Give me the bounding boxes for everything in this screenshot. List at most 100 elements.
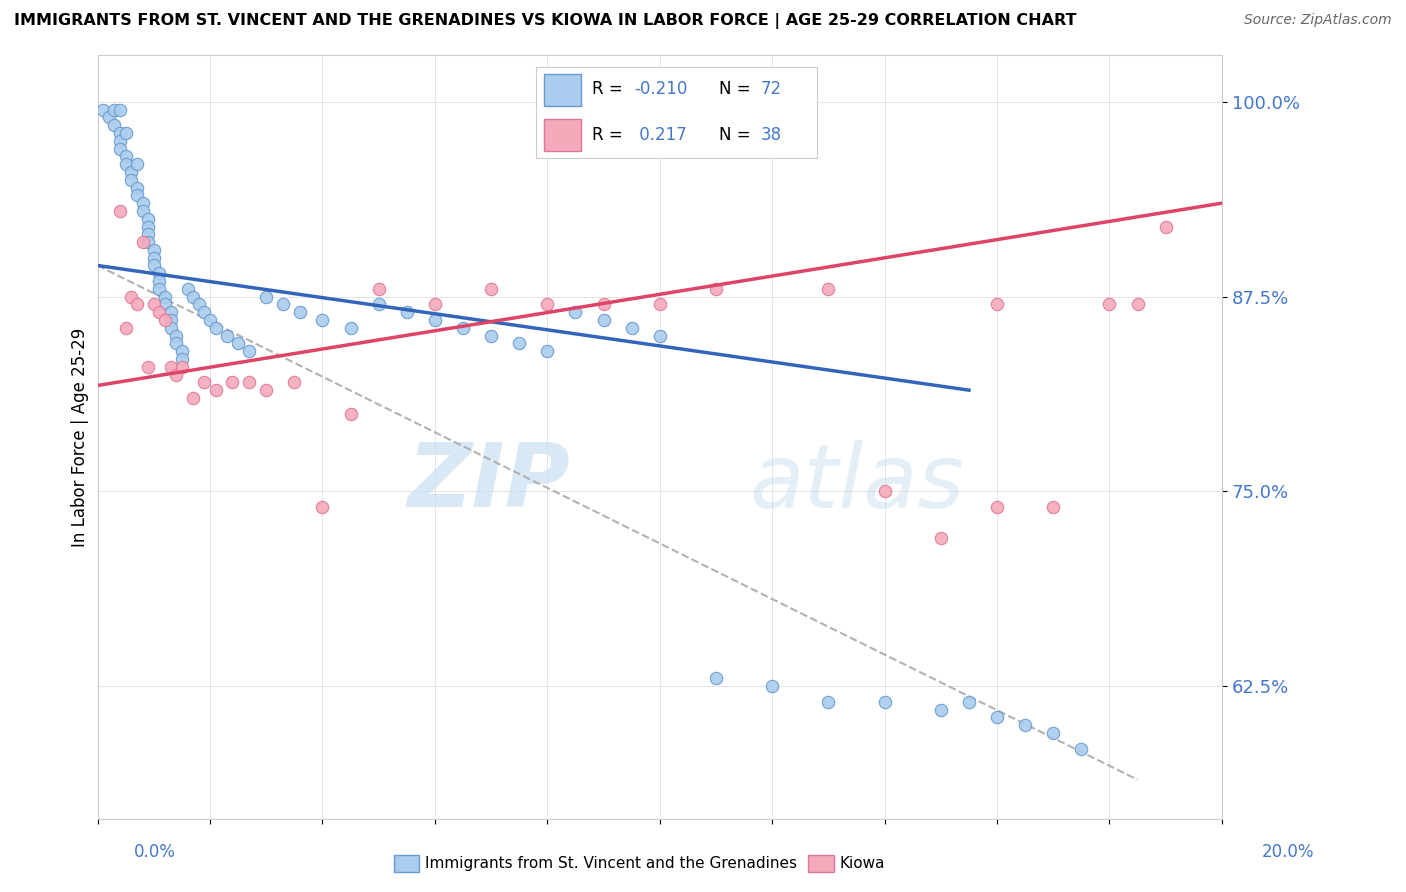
Point xyxy=(153,297,176,311)
Point xyxy=(176,282,198,296)
Point xyxy=(108,103,131,117)
Text: 0.0%: 0.0% xyxy=(134,843,176,861)
Point xyxy=(114,126,136,140)
Text: 20.0%: 20.0% xyxy=(1263,843,1315,861)
Point xyxy=(592,297,614,311)
Point xyxy=(120,165,142,179)
Point xyxy=(929,531,952,545)
Point xyxy=(254,383,277,397)
Point xyxy=(311,313,333,327)
Point xyxy=(125,180,148,194)
Point xyxy=(271,297,294,311)
Point xyxy=(873,484,896,499)
Point xyxy=(170,351,193,366)
Point xyxy=(1042,726,1064,740)
Point xyxy=(148,305,170,319)
Text: ZIP: ZIP xyxy=(406,439,569,526)
Point xyxy=(817,282,839,296)
Point xyxy=(159,313,181,327)
Point xyxy=(120,173,142,187)
Point xyxy=(238,376,260,390)
Point xyxy=(592,313,614,327)
Point xyxy=(91,103,114,117)
Point xyxy=(648,297,671,311)
Point xyxy=(170,344,193,359)
Point xyxy=(1070,741,1092,756)
Point xyxy=(536,344,558,359)
Point xyxy=(451,321,474,335)
Point xyxy=(986,297,1008,311)
Point xyxy=(159,359,181,374)
Point xyxy=(108,134,131,148)
Point xyxy=(367,282,389,296)
Point xyxy=(204,383,226,397)
Point xyxy=(193,376,215,390)
Point xyxy=(142,243,165,257)
Point xyxy=(165,336,187,351)
Y-axis label: In Labor Force | Age 25-29: In Labor Force | Age 25-29 xyxy=(72,327,89,547)
Point xyxy=(131,235,153,249)
Point xyxy=(648,328,671,343)
Point xyxy=(221,376,243,390)
Point xyxy=(873,695,896,709)
Point xyxy=(508,336,530,351)
Point xyxy=(136,359,159,374)
Point xyxy=(564,305,586,319)
Point xyxy=(1098,297,1121,311)
Point xyxy=(108,142,131,156)
Point xyxy=(817,695,839,709)
Point xyxy=(1126,297,1149,311)
Point xyxy=(339,407,361,421)
Point xyxy=(957,695,980,709)
Point xyxy=(103,118,125,132)
Point xyxy=(153,290,176,304)
Point xyxy=(148,274,170,288)
Point xyxy=(1154,219,1177,234)
Point xyxy=(108,126,131,140)
Point xyxy=(170,359,193,374)
Text: IMMIGRANTS FROM ST. VINCENT AND THE GRENADINES VS KIOWA IN LABOR FORCE | AGE 25-: IMMIGRANTS FROM ST. VINCENT AND THE GREN… xyxy=(14,13,1077,29)
Point xyxy=(367,297,389,311)
Text: atlas: atlas xyxy=(749,440,965,525)
Point xyxy=(159,305,181,319)
Point xyxy=(1014,718,1036,732)
Point xyxy=(103,103,125,117)
Point xyxy=(131,203,153,218)
Point xyxy=(142,259,165,273)
Point xyxy=(986,500,1008,514)
Point xyxy=(986,710,1008,724)
Point xyxy=(125,157,148,171)
Point xyxy=(193,305,215,319)
Point xyxy=(136,219,159,234)
Point xyxy=(136,211,159,226)
Point xyxy=(254,290,277,304)
Point xyxy=(142,297,165,311)
Point xyxy=(479,282,502,296)
Point xyxy=(536,297,558,311)
Point xyxy=(204,321,226,335)
Point xyxy=(148,282,170,296)
Point xyxy=(1042,500,1064,514)
Point xyxy=(226,336,249,351)
Point xyxy=(423,313,446,327)
Point xyxy=(215,328,238,343)
Point xyxy=(136,227,159,242)
Point xyxy=(108,203,131,218)
Point xyxy=(97,111,120,125)
Point xyxy=(395,305,418,319)
Point xyxy=(148,266,170,280)
Point xyxy=(187,297,209,311)
Point xyxy=(704,282,727,296)
Point xyxy=(283,376,305,390)
Text: Kiowa: Kiowa xyxy=(839,856,884,871)
Point xyxy=(114,321,136,335)
Text: Source: ZipAtlas.com: Source: ZipAtlas.com xyxy=(1244,13,1392,28)
Point xyxy=(131,196,153,211)
Point xyxy=(423,297,446,311)
Point xyxy=(479,328,502,343)
Point xyxy=(311,500,333,514)
Text: Immigrants from St. Vincent and the Grenadines: Immigrants from St. Vincent and the Gren… xyxy=(425,856,797,871)
Point xyxy=(288,305,311,319)
Point xyxy=(181,391,204,405)
Point xyxy=(198,313,221,327)
